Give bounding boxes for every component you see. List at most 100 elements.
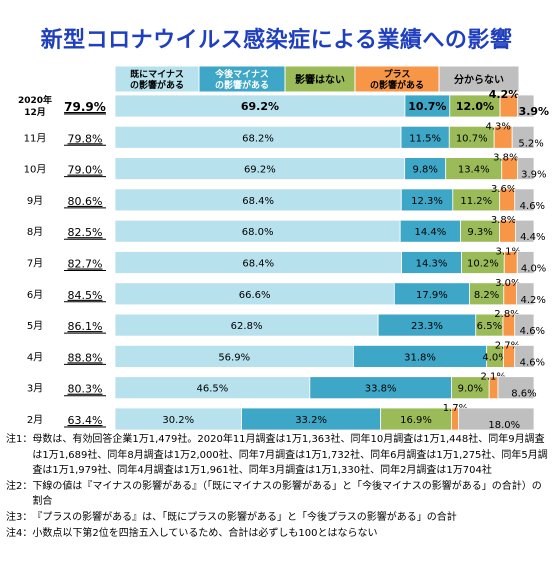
bar-segment bbox=[515, 282, 535, 306]
negative-total: 63.4% bbox=[68, 414, 103, 427]
category-label: 2月 bbox=[27, 414, 43, 426]
negative-total: 84.5% bbox=[68, 289, 103, 302]
category-label: 3月 bbox=[27, 383, 43, 395]
data-label: 16.9% bbox=[400, 415, 432, 426]
data-label: 9.0% bbox=[458, 384, 483, 395]
footnote-label: 注3： bbox=[6, 511, 33, 523]
data-label: 9.8% bbox=[412, 165, 437, 176]
footnote-4: 注4： 小数点以下第2位を四捨五入しているため、合計は必ずしも100とはならない bbox=[6, 526, 551, 542]
bar-segment bbox=[511, 125, 535, 149]
data-label: 4.6% bbox=[520, 357, 545, 368]
data-label: 17.9% bbox=[416, 290, 448, 301]
data-label: 11.2% bbox=[460, 196, 492, 207]
negative-total: 88.8% bbox=[68, 351, 103, 364]
data-label: 2.1% bbox=[480, 372, 505, 383]
legend-swatch bbox=[198, 65, 286, 93]
data-label: 30.2% bbox=[162, 415, 194, 426]
data-label: 12.3% bbox=[411, 196, 443, 207]
footnote-label: 注4： bbox=[6, 527, 33, 539]
footnote-text: 母数は、有効回答企業1万1,479社。2020年11月調査は1万1,363社、同… bbox=[32, 434, 548, 477]
legend-swatch bbox=[114, 65, 200, 93]
data-label: 4.4% bbox=[520, 232, 545, 243]
negative-total: 79.9% bbox=[64, 100, 106, 114]
negative-total: 80.3% bbox=[68, 383, 103, 396]
data-label: 8.2% bbox=[474, 290, 499, 301]
data-label: 68.4% bbox=[242, 196, 274, 207]
legend-label: の影響がある bbox=[130, 79, 184, 91]
bar-segment bbox=[514, 188, 535, 212]
data-label: 46.5% bbox=[197, 384, 229, 395]
bar-segment bbox=[514, 313, 535, 337]
legend-label: 今後マイナス bbox=[214, 68, 269, 80]
data-label: 11.5% bbox=[409, 133, 441, 144]
data-label: 23.3% bbox=[411, 321, 443, 332]
data-label: 4.0% bbox=[482, 352, 507, 363]
legend-swatch bbox=[284, 65, 356, 93]
negative-total: 79.0% bbox=[68, 164, 103, 177]
category-label: 2020年 bbox=[18, 94, 52, 106]
data-label: 31.8% bbox=[404, 352, 436, 363]
negative-total: 86.1% bbox=[68, 320, 103, 333]
bar-segment bbox=[516, 251, 535, 274]
category-label: 4月 bbox=[27, 351, 43, 363]
bar-segment bbox=[515, 219, 535, 243]
data-label: 4.2% bbox=[520, 295, 545, 306]
data-label: 56.9% bbox=[218, 352, 250, 363]
negative-total: 80.6% bbox=[68, 195, 103, 208]
data-label: 1.7% bbox=[443, 403, 468, 414]
legend-label: の影響がある bbox=[370, 79, 424, 91]
data-label: 2.8% bbox=[494, 309, 519, 320]
data-label: 12.0% bbox=[456, 100, 494, 113]
negative-total: 79.8% bbox=[68, 132, 103, 145]
category-label: 10月 bbox=[24, 164, 47, 176]
bar-segment bbox=[517, 157, 535, 181]
data-label: 10.7% bbox=[456, 133, 488, 144]
negative-total: 82.5% bbox=[68, 226, 103, 239]
category-label: 8月 bbox=[27, 226, 43, 238]
data-label: 69.2% bbox=[244, 165, 276, 176]
legend-label: プラス bbox=[384, 68, 411, 80]
footnote-label: 注1： bbox=[6, 434, 33, 445]
data-label: 5.2% bbox=[518, 138, 543, 149]
data-label: 3.8% bbox=[493, 153, 518, 164]
footnote-3: 注3： 『プラスの影響がある』は、「既にプラスの影響がある」と「今後プラスの影響… bbox=[6, 510, 551, 526]
data-label: 4.3% bbox=[485, 121, 510, 132]
data-label: 68.0% bbox=[242, 227, 274, 238]
data-label: 4.6% bbox=[520, 201, 545, 212]
chart-title: 新型コロナウイルス感染症による業績への影響 bbox=[40, 28, 513, 53]
data-label: 69.2% bbox=[241, 100, 279, 113]
legend-label: 既にマイナス bbox=[130, 69, 184, 80]
data-label: 3.9% bbox=[519, 105, 550, 118]
data-label: 10.7% bbox=[408, 100, 446, 113]
data-label: 14.4% bbox=[415, 227, 447, 238]
data-label: 14.3% bbox=[416, 259, 448, 270]
footnotes: 注1： 母数は、有効回答企業1万1,479社。2020年11月調査は1万1,36… bbox=[6, 432, 551, 541]
category-label: 11月 bbox=[24, 132, 47, 144]
category-label: 6月 bbox=[27, 289, 43, 301]
legend-label: の影響がある bbox=[215, 79, 269, 91]
footnote-label: 注2： bbox=[6, 480, 33, 492]
data-label: 3.8% bbox=[491, 215, 516, 226]
negative-total: 82.7% bbox=[68, 258, 103, 271]
data-label: 6.5% bbox=[477, 321, 502, 332]
bar-segment bbox=[517, 94, 535, 118]
data-label: 3.9% bbox=[521, 170, 546, 181]
data-label: 3.1% bbox=[496, 247, 521, 258]
data-label: 18.0% bbox=[488, 420, 520, 430]
data-label: 4.2% bbox=[489, 88, 520, 101]
legend-swatch bbox=[438, 65, 520, 93]
data-label: 10.2% bbox=[467, 259, 499, 270]
data-label: 68.4% bbox=[242, 259, 274, 270]
footnote-2: 注2： 下線の値は『マイナスの影響がある』（「既にマイナスの影響がある」と「今後… bbox=[6, 479, 551, 510]
bar-segment bbox=[514, 344, 535, 368]
data-label: 4.6% bbox=[520, 326, 545, 337]
data-label: 33.8% bbox=[365, 384, 397, 395]
footnote-text: 下線の値は『マイナスの影響がある』（「既にマイナスの影響がある」と「今後マイナス… bbox=[32, 480, 542, 508]
legend-label: 影響はない bbox=[295, 73, 345, 86]
footnote-text: 小数点以下第2位を四捨五入しているため、合計は必ずしも100とはならない bbox=[32, 527, 378, 539]
legend-swatch bbox=[354, 65, 440, 93]
data-label: 33.2% bbox=[295, 415, 327, 426]
data-label: 9.3% bbox=[467, 227, 492, 238]
category-label: 12月 bbox=[24, 107, 46, 118]
